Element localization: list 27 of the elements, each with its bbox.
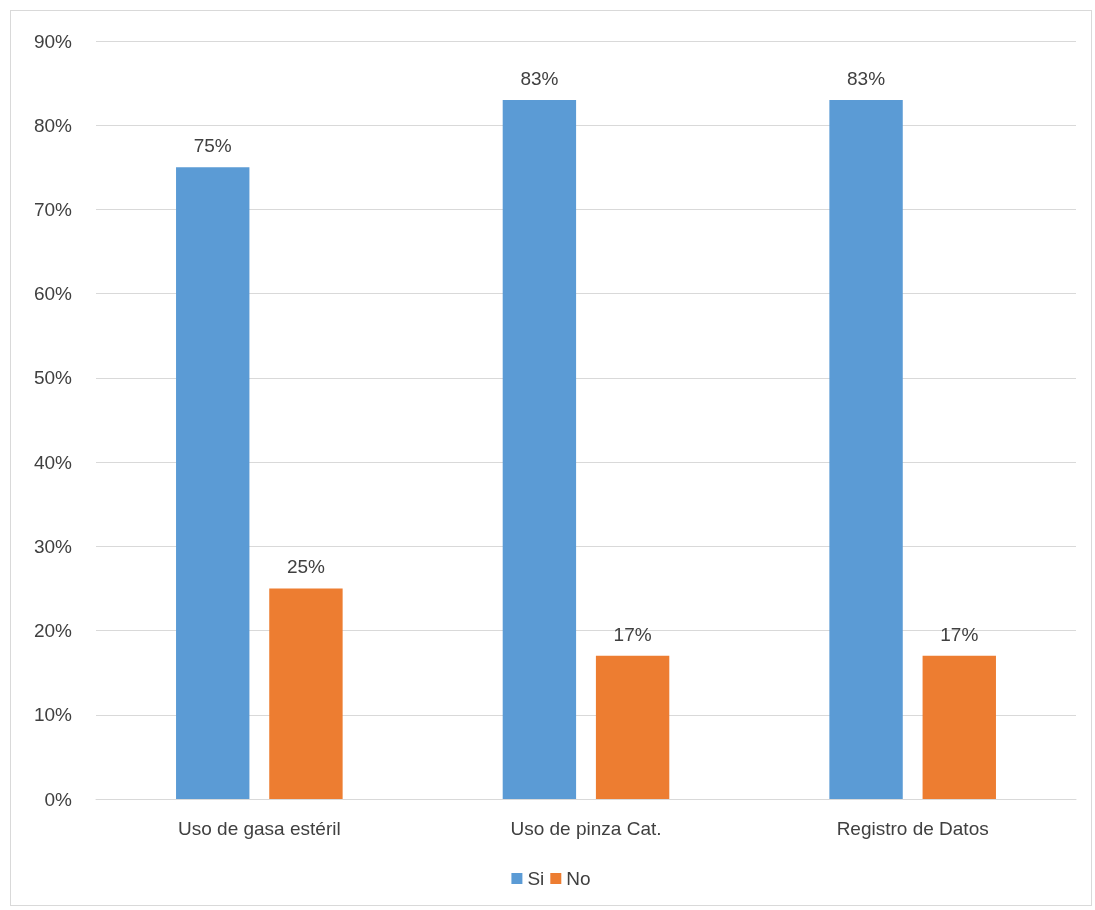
y-tick-label: 60% (33, 283, 73, 305)
bar (829, 99, 903, 799)
x-tick-label: Uso de pinza Cat. (510, 818, 662, 839)
x-tick-label: Registro de Datos (836, 818, 989, 839)
x-tick-label: Uso de gasa estéril (178, 818, 341, 839)
data-label: 17% (613, 623, 652, 645)
legend-label: No (566, 868, 591, 889)
data-label: 25% (286, 556, 326, 578)
y-tick-label: 50% (33, 367, 73, 389)
data-label: 83% (847, 67, 886, 89)
y-tick-label: 80% (33, 114, 73, 136)
bar (176, 167, 250, 799)
y-tick-label: 10% (33, 704, 73, 726)
data-label: 83% (520, 67, 559, 89)
legend-label: Si (527, 868, 545, 889)
bar (502, 99, 577, 799)
y-tick-label: 30% (33, 535, 73, 557)
data-label: 17% (940, 623, 979, 645)
y-tick-label: 90% (33, 30, 73, 52)
y-tick-label: 20% (33, 620, 73, 642)
bar (269, 588, 343, 799)
data-label: 75% (193, 135, 232, 157)
bar (922, 655, 996, 799)
bar (595, 655, 670, 799)
y-tick-label: 40% (33, 451, 73, 473)
y-tick-label: 70% (33, 198, 73, 220)
y-tick-label: 0% (44, 788, 73, 810)
